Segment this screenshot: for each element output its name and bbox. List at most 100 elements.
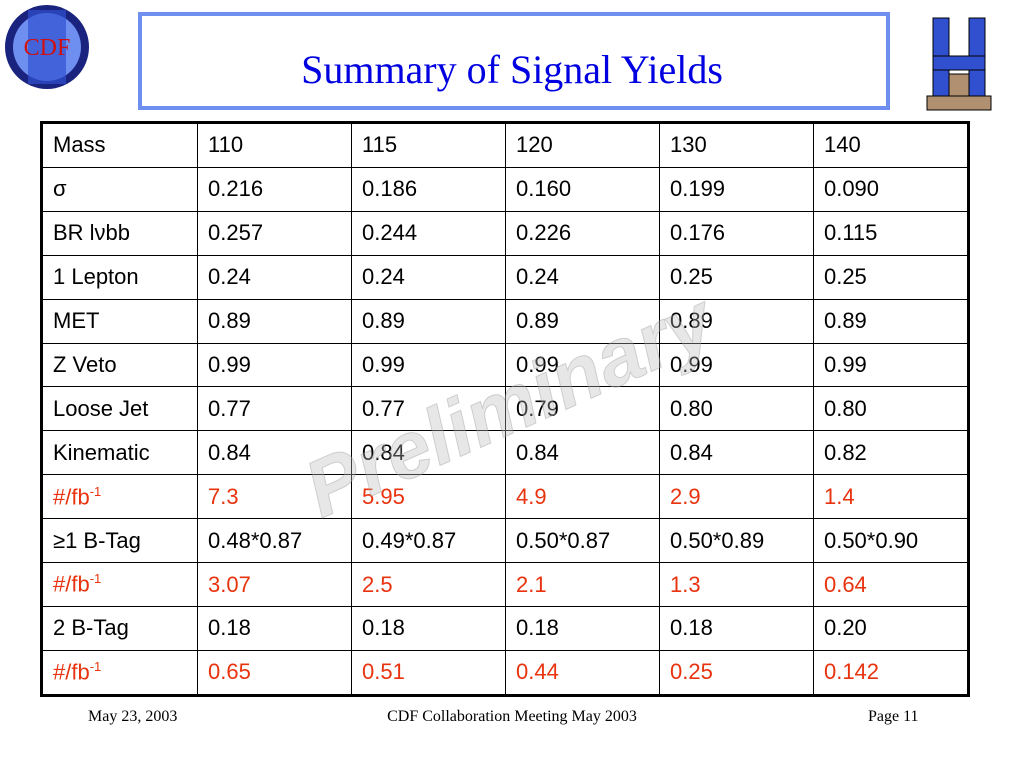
table-cell: 0.199 [658, 166, 814, 212]
cell-value: 0.79 [516, 395, 559, 421]
table-cell: 0.77 [197, 386, 353, 432]
cell-value: 2.1 [516, 571, 547, 597]
cell-value: 0.80 [823, 395, 867, 421]
table-cell: 0.99 [812, 342, 970, 388]
table-cell: #/fb-1 [40, 649, 199, 697]
cell-value: 0.216 [208, 176, 264, 202]
table-cell: 0.65 [197, 649, 353, 697]
table-cell: 0.176 [658, 210, 814, 256]
table-cell: 5.95 [351, 474, 506, 520]
logo-base [948, 73, 970, 97]
table-cell: MET [40, 298, 199, 344]
cell-value: 0.99 [516, 352, 559, 378]
row-label: Mass [53, 132, 106, 158]
table-cell: 7.3 [197, 474, 353, 520]
table-cell: 0.50*0.89 [658, 518, 814, 564]
table-cell: σ [40, 166, 199, 212]
table-cell: Kinematic [40, 430, 199, 476]
row-label: BR lνbb [53, 220, 131, 246]
table-cell: 0.48*0.87 [197, 518, 353, 564]
table-cell: 0.51 [351, 649, 506, 697]
table-cell: 115 [351, 122, 506, 168]
table-cell: 0.84 [658, 430, 814, 476]
table-cell: 2.5 [351, 562, 506, 607]
cell-value: 0.64 [823, 571, 867, 597]
table-cell: 130 [658, 122, 814, 168]
table-row: Z Veto 0.99 0.99 0.99 0.99 0.99 [40, 342, 970, 388]
table-row: Mass 110 115 120 130 140 [40, 122, 970, 168]
table-cell: 0.25 [658, 649, 814, 697]
table-cell: 2 B-Tag [40, 606, 199, 651]
cell-value: 0.99 [823, 352, 867, 378]
table-cell: 0.84 [197, 430, 353, 476]
table-cell: 3.07 [197, 562, 353, 607]
cell-value: 0.18 [362, 615, 405, 641]
cell-value: 4.9 [516, 483, 547, 509]
table-cell: 0.257 [197, 210, 353, 256]
cell-value: 0.25 [823, 264, 867, 290]
cell-value: 0.51 [362, 659, 405, 685]
table-cell: 0.18 [658, 606, 814, 651]
cell-value: 0.24 [362, 264, 405, 290]
cell-value: 0.24 [516, 264, 559, 290]
row-label: MET [53, 308, 100, 334]
cell-value: 7.3 [208, 483, 239, 509]
table-cell: 140 [812, 122, 970, 168]
cell-value: 110 [208, 132, 244, 158]
cell-value: 2.9 [669, 483, 701, 509]
table-cell: #/fb-1 [40, 474, 199, 520]
cell-value: 0.24 [208, 264, 251, 290]
yields-table: Mass 110 115 120 130 140 σ 0.216 0.186 0.160 0.199… [40, 121, 970, 697]
row-label: Loose Jet [53, 395, 149, 421]
cell-value: 120 [516, 132, 553, 158]
cell-value: 3.07 [208, 571, 251, 597]
table-row: #/fb-1 0.65 0.51 0.44 0.25 0.142 [40, 649, 970, 697]
cell-value: 0.090 [823, 176, 880, 202]
logo-shape [28, 10, 66, 84]
cell-value: 0.186 [362, 176, 418, 202]
slide-title: Summary of Signal Yields [301, 47, 723, 92]
table-cell: Mass [40, 122, 199, 168]
table-cell: 0.160 [505, 166, 660, 212]
cell-value: 0.50*0.90 [823, 527, 919, 553]
cell-value: 0.199 [669, 176, 726, 202]
row-label: 2 B-Tag [53, 615, 129, 641]
cell-value: 0.65 [208, 659, 251, 685]
table-cell: 0.80 [812, 386, 970, 432]
table-cell: 0.50*0.90 [812, 518, 970, 564]
cell-value: 0.142 [823, 659, 880, 685]
cell-value: 140 [823, 132, 861, 158]
table-cell: 0.25 [658, 254, 814, 300]
table-row: MET 0.89 0.89 0.89 0.89 0.89 [40, 298, 970, 344]
table-cell: 120 [505, 122, 660, 168]
logo-base [926, 95, 992, 111]
table-cell: 0.24 [505, 254, 660, 300]
cell-value: 0.50*0.89 [669, 527, 765, 553]
table-cell: 0.82 [812, 430, 970, 476]
table-cell: 0.44 [505, 649, 660, 697]
table-cell: Loose Jet [40, 386, 199, 432]
table-cell: 0.186 [351, 166, 506, 212]
table-row: σ 0.216 0.186 0.160 0.199 0.090 [40, 166, 970, 212]
cell-value: 115 [362, 132, 398, 158]
table-cell: 0.24 [197, 254, 353, 300]
cell-value: 2.5 [362, 571, 393, 597]
cell-value: 0.89 [823, 308, 867, 334]
footer-date: May 23, 2003 [88, 708, 178, 725]
superscript: -1 [89, 571, 102, 587]
table-cell: Z Veto [40, 342, 199, 388]
cdf-logo: CDF [5, 5, 89, 89]
table-cell: 0.99 [351, 342, 506, 388]
table-cell: 0.142 [812, 649, 970, 697]
table-cell: 0.226 [505, 210, 660, 256]
table-cell: 0.25 [812, 254, 970, 300]
cell-value: 0.44 [516, 659, 559, 685]
table-cell: 0.89 [812, 298, 970, 344]
table-cell: 0.77 [351, 386, 506, 432]
cell-value: 0.84 [669, 439, 713, 465]
row-label: Kinematic [53, 439, 150, 465]
table-cell: 0.216 [197, 166, 353, 212]
cell-value: 0.84 [516, 439, 559, 465]
logo-bar [932, 55, 986, 71]
